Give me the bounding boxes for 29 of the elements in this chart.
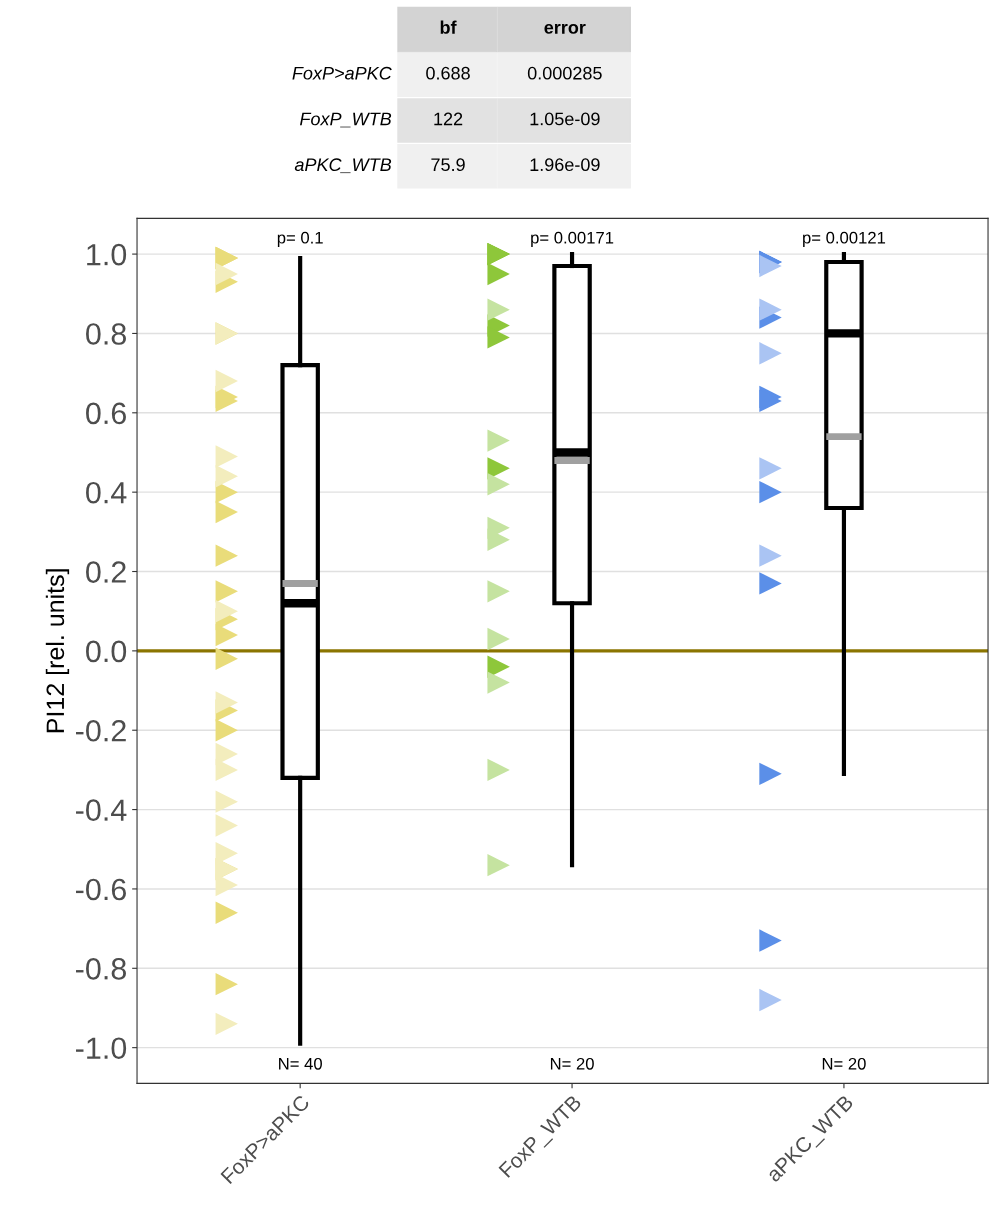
y-tick-label: -1.0 <box>76 1037 127 1060</box>
y-tick-label: -0.4 <box>76 799 127 821</box>
annotation: N= 20 <box>822 1057 866 1070</box>
text: 0.000285 <box>527 66 602 80</box>
annotation: N= 20 <box>550 1057 594 1070</box>
annotation: p= 0.00171 <box>531 231 614 247</box>
text: error <box>544 23 586 34</box>
y-axis-title: PI12 [rel. units] <box>45 569 70 733</box>
text: 1.05e-09 <box>530 112 600 126</box>
text: 122 <box>434 112 463 126</box>
text: FoxP>aPKC <box>292 66 392 80</box>
y-tick-label: -0.2 <box>76 719 126 742</box>
y-tick-label: 0.4 <box>86 481 127 504</box>
y-tick-label: -0.6 <box>76 878 126 901</box>
annotation: p= 0.1 <box>277 231 323 247</box>
text: bf <box>440 20 457 34</box>
text: FoxP_WTB <box>300 112 392 128</box>
text: 0.688 <box>426 66 470 80</box>
y-tick-label: -0.8 <box>76 958 126 980</box>
y-tick-label: 1.0 <box>87 243 127 266</box>
y-tick-label: 0.2 <box>86 561 126 583</box>
text: 75.9 <box>431 158 465 172</box>
y-tick-label: 0.6 <box>86 402 126 425</box>
annotation: N= 40 <box>279 1057 322 1070</box>
text: 1.96e-09 <box>530 158 600 172</box>
text: aPKC_WTB <box>294 158 392 174</box>
annotation: p= 0.00121 <box>803 231 886 247</box>
y-tick-label: 0.8 <box>86 323 126 345</box>
y-tick-label: 0.0 <box>86 640 127 663</box>
